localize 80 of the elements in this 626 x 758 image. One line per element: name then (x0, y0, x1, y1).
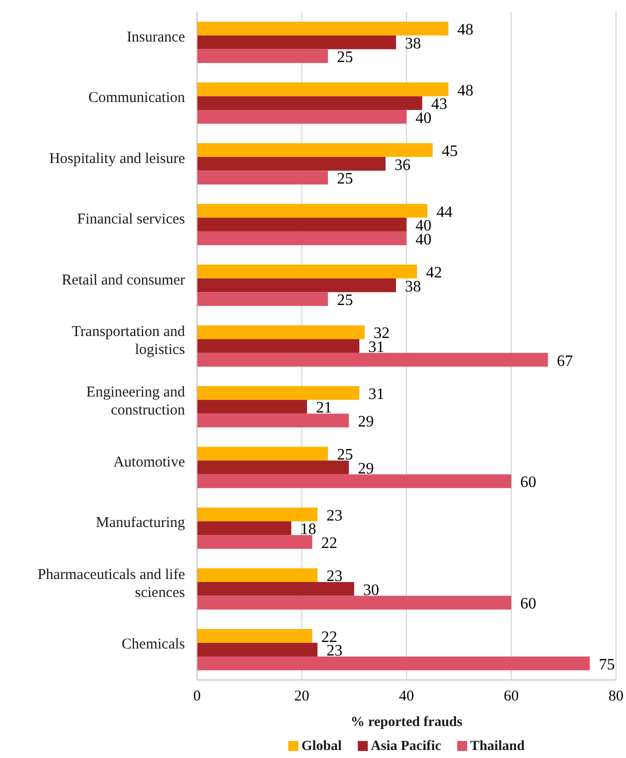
bar (197, 596, 512, 610)
bar (197, 231, 406, 246)
data-label: 18 (300, 521, 316, 538)
data-label: 21 (316, 400, 332, 417)
bar (197, 110, 406, 124)
data-label: 38 (405, 35, 422, 52)
y-tick-label: Pharmaceuticals and life sciences (38, 566, 186, 601)
data-label: 43 (431, 96, 448, 114)
data-label: 42 (426, 264, 442, 282)
data-label: 30 (363, 582, 380, 599)
bar (197, 386, 360, 400)
y-tick-label: Hospitality and leisure (49, 150, 186, 167)
bar (197, 49, 328, 64)
bar (197, 278, 396, 292)
bar (197, 204, 428, 218)
bar (197, 460, 349, 474)
data-label: 23 (326, 507, 342, 524)
x-axis-title: % reported frauds (350, 715, 463, 730)
y-tick-label: Retail and consumer (62, 272, 186, 288)
y-tick-label: Financial services (77, 212, 186, 228)
data-label: 36 (394, 156, 411, 174)
bar (197, 218, 406, 232)
y-tick-label: Communication (88, 90, 186, 106)
legend-label: Asia Pacific (370, 739, 442, 754)
bar (197, 508, 318, 522)
bar (197, 400, 307, 414)
bar (197, 352, 548, 367)
bar (197, 628, 312, 643)
bar (197, 35, 396, 50)
data-label: 25 (336, 49, 353, 66)
legend-label: Global (301, 739, 342, 754)
bar (197, 22, 448, 36)
data-label: 45 (442, 143, 458, 160)
bar (197, 339, 360, 353)
bar (197, 642, 318, 657)
data-label: 48 (457, 22, 474, 39)
x-tick-label: 60 (504, 688, 519, 705)
y-tick-label: Transportation and logistics (72, 324, 186, 358)
bar (197, 656, 590, 670)
bar (197, 474, 512, 488)
data-label: 29 (358, 413, 374, 430)
data-label: 40 (416, 110, 432, 127)
data-label: 25 (336, 292, 353, 310)
data-label: 67 (556, 352, 573, 370)
bar (197, 143, 433, 157)
bar (197, 446, 328, 461)
bar (197, 568, 318, 582)
x-tick-label: 80 (608, 688, 624, 705)
bar (197, 264, 417, 278)
bar (197, 414, 349, 428)
data-label: 38 (405, 278, 422, 296)
y-tick-label: Insurance (126, 29, 186, 46)
data-label: 25 (336, 446, 353, 464)
data-label: 22 (321, 534, 338, 552)
data-label: 60 (520, 474, 536, 492)
bar (197, 156, 386, 171)
bar (197, 96, 422, 110)
data-label: 48 (457, 82, 474, 100)
y-tick-label: Chemicals (122, 636, 186, 653)
data-label: 31 (368, 386, 384, 403)
bar (197, 582, 354, 596)
data-label: 23 (326, 568, 342, 586)
legend-label: Thailand (470, 739, 525, 754)
y-tick-label: Automotive (113, 454, 186, 470)
bar (197, 521, 292, 536)
y-tick-label: Manufacturing (96, 515, 186, 532)
bar (197, 170, 328, 184)
x-tick-label: 40 (399, 688, 414, 705)
data-label: 29 (358, 460, 374, 478)
data-label: 75 (598, 656, 615, 674)
y-tick-label: Engineering and construction (86, 384, 186, 419)
bar (197, 82, 448, 96)
data-label: 44 (436, 204, 452, 221)
x-tick-label: 0 (193, 688, 201, 705)
data-label: 60 (520, 596, 536, 613)
x-tick-label: 20 (294, 688, 310, 705)
bar (197, 325, 365, 340)
bar (197, 292, 328, 306)
bar (197, 535, 312, 549)
data-label: 25 (336, 170, 353, 188)
